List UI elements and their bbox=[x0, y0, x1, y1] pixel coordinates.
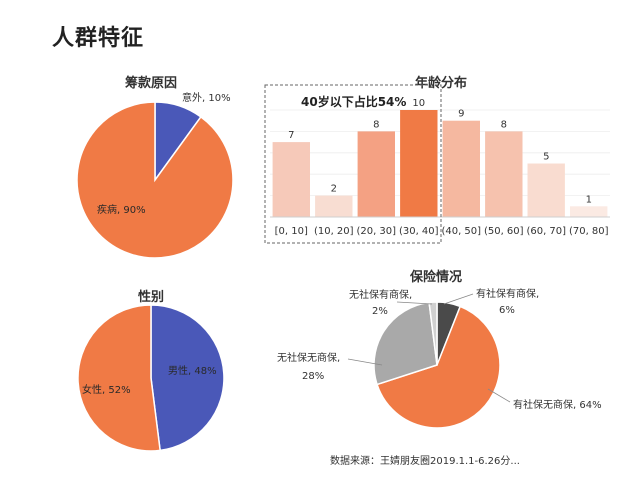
age-bar-5 bbox=[485, 131, 523, 217]
insurance-slice-3 bbox=[428, 301, 438, 366]
insurance-label-3-b: 2% bbox=[372, 306, 388, 317]
age-tick-label-5: (50, 60] bbox=[484, 226, 524, 237]
age-chart-title: 年龄分布 bbox=[415, 76, 468, 91]
age-bar-value-5: 8 bbox=[501, 119, 507, 130]
fundraising-label-illness: 疾病, 90% bbox=[97, 203, 146, 216]
age-bar-value-1: 2 bbox=[331, 184, 337, 195]
age-tick-label-4: (40, 50] bbox=[441, 226, 481, 237]
insurance-slice-2 bbox=[373, 301, 438, 386]
age-bar-6 bbox=[527, 163, 565, 217]
age-bar-0 bbox=[272, 142, 310, 217]
age-tick-label-1: (10, 20] bbox=[314, 226, 354, 237]
insurance-leader-line-3 bbox=[396, 301, 433, 305]
gender-label-female: 女性, 52% bbox=[82, 383, 131, 396]
insurance-leader-line-1 bbox=[487, 388, 511, 403]
age-bar-value-4: 9 bbox=[458, 109, 464, 120]
age-bar-value-0: 7 bbox=[288, 130, 294, 141]
gender-slice-1 bbox=[77, 304, 161, 452]
insurance-leader-line-2 bbox=[347, 358, 383, 366]
insurance-label-2-a: 无社保无商保, bbox=[277, 351, 340, 364]
age-bar-4 bbox=[442, 120, 480, 217]
age-bar-1 bbox=[315, 195, 353, 217]
gender-chart-title: 性别 bbox=[138, 290, 165, 305]
insurance-label-1: 有社保无商保, 64% bbox=[513, 398, 602, 411]
insurance-label-2-b: 28% bbox=[302, 371, 324, 382]
age-tick-label-3: (30, 40] bbox=[399, 226, 439, 237]
insurance-leader-line-0 bbox=[443, 293, 474, 305]
age-tick-label-7: (70, 80] bbox=[569, 226, 609, 237]
fundraising-label-accident: 意外, 10% bbox=[182, 91, 231, 104]
age-highlight-box bbox=[264, 84, 442, 244]
age-bar-7 bbox=[570, 206, 608, 217]
insurance-chart-title: 保险情况 bbox=[410, 270, 463, 285]
age-bar-3 bbox=[400, 110, 438, 217]
age-tick-label-0: [0, 10] bbox=[275, 226, 308, 237]
age-bar-2 bbox=[357, 131, 395, 217]
age-bar-value-7: 1 bbox=[586, 194, 592, 205]
age-bar-value-2: 8 bbox=[373, 119, 379, 130]
age-tick-label-6: (60, 70] bbox=[526, 226, 566, 237]
insurance-slice-1 bbox=[376, 305, 501, 429]
gender-slice-0 bbox=[150, 304, 225, 452]
data-source-note: 数据来源：王婧朋友圈2019.1.1-6.26分... bbox=[330, 456, 520, 467]
insurance-label-3-a: 无社保有商保, bbox=[349, 288, 412, 301]
page-title: 人群特征 bbox=[52, 26, 145, 51]
age-annotation: 40岁以下占比54% bbox=[301, 94, 406, 109]
insurance-label-0-a: 有社保有商保, bbox=[476, 287, 539, 300]
insurance-label-0-b: 6% bbox=[499, 305, 515, 316]
age-bar-value-3: 10 bbox=[412, 98, 425, 109]
fundraising-slice-1 bbox=[76, 101, 234, 259]
age-tick-label-2: (20, 30] bbox=[356, 226, 396, 237]
fundraising-chart-title: 筹款原因 bbox=[125, 76, 178, 91]
age-bar-value-6: 5 bbox=[543, 152, 549, 163]
gender-label-male: 男性, 48% bbox=[168, 364, 217, 377]
